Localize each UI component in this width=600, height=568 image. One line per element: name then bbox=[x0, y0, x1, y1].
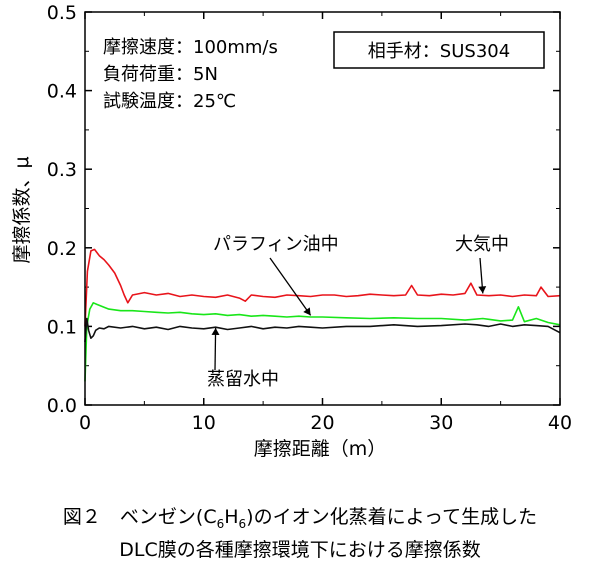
plot-frame bbox=[84, 11, 561, 406]
series-distilled-water-line bbox=[84, 317, 561, 343]
annotation-distilled-water-leader bbox=[214, 327, 217, 371]
annotation-paraffin-oil-leader bbox=[269, 257, 312, 316]
x-tick-label: 40 bbox=[548, 412, 572, 434]
y-tick-label: 0.4 bbox=[47, 81, 77, 103]
series-paraffin-oil-line bbox=[84, 301, 561, 382]
x-tick-label: 30 bbox=[429, 412, 453, 434]
friction-chart: 0 10 20 30 40 0.0 0.1 0.2 0.3 0.4 0.5 パラフィン油中 大気中蒸留… bbox=[11, 2, 572, 460]
counter-material-box bbox=[333, 31, 545, 69]
annotation-paraffin-oil-arrowhead bbox=[303, 307, 311, 316]
y-tick-label: 0.5 bbox=[47, 2, 77, 24]
x-tick-label: 0 bbox=[79, 412, 91, 434]
y-tick-label: 0.1 bbox=[47, 316, 77, 338]
ticks-layer: 0 10 20 30 40 0.0 0.1 0.2 0.3 0.4 0.5 bbox=[47, 2, 572, 434]
series-layer bbox=[84, 248, 561, 382]
y-tick-label: 0.3 bbox=[47, 159, 77, 181]
annotation-air: 大気中 bbox=[455, 234, 509, 255]
x-tick-label: 10 bbox=[192, 412, 216, 434]
series-air-line bbox=[84, 248, 561, 327]
condition-temperature: 試験温度：25℃ bbox=[103, 91, 236, 112]
x-tick-label: 20 bbox=[310, 412, 334, 434]
annotation-air-arrowhead bbox=[478, 286, 487, 294]
condition-load: 負荷荷重：5N bbox=[103, 64, 218, 85]
y-axis-title: 摩擦係数、μ bbox=[11, 156, 33, 263]
y-tick-label: 0.0 bbox=[47, 395, 77, 417]
figure-caption: 図２ ベンゼン(C6H6)のイオン化蒸着によって生成した DLC膜の各種摩擦環境… bbox=[0, 504, 600, 563]
x-axis-title: 摩擦距離（m） bbox=[254, 438, 387, 460]
y-tick-label: 0.2 bbox=[47, 238, 77, 260]
caption-line-2: DLC膜の各種摩擦環境下における摩擦係数 bbox=[119, 538, 481, 561]
annotation-distilled-water: 蒸留水中 bbox=[207, 369, 279, 390]
counter-material-label: 相手材：SUS304 bbox=[368, 41, 510, 62]
caption-line-1: 図２ ベンゼン(C6H6)のイオン化蒸着によって生成した bbox=[62, 506, 538, 531]
annotation-distilled-water-arrowhead bbox=[211, 327, 220, 335]
condition-speed: 摩擦速度：100mm/s bbox=[103, 37, 278, 58]
annotation-paraffin-oil: パラフィン油中 bbox=[213, 234, 339, 255]
